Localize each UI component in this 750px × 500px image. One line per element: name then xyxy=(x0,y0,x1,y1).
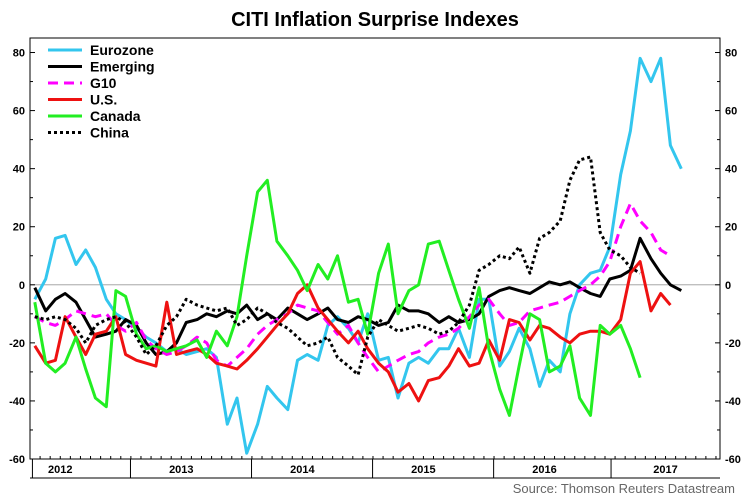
x-tick-label: 2013 xyxy=(169,464,193,476)
series-line-china xyxy=(34,155,641,377)
series-line-u-s- xyxy=(33,260,672,403)
y-tick-label-right: -40 xyxy=(725,396,741,408)
series-line-g10 xyxy=(34,202,672,374)
legend-label-china: China xyxy=(90,125,129,141)
y-tick-label-left: 60 xyxy=(13,106,25,118)
y-tick-label-left: -20 xyxy=(9,338,25,350)
source-note: Source: Thomson Reuters Datastream xyxy=(513,481,735,496)
y-tick-label-right: -20 xyxy=(725,338,741,350)
y-tick-label-right: 20 xyxy=(725,222,737,234)
legend-label-eurozone: Eurozone xyxy=(90,42,154,58)
legend-label-g10: G10 xyxy=(90,75,117,91)
legend-label-u-s-: U.S. xyxy=(90,92,117,108)
series-line-canada xyxy=(33,178,642,417)
series-group xyxy=(33,56,683,455)
x-tick-label: 2012 xyxy=(48,464,72,476)
y-tick-label-right: -60 xyxy=(725,454,741,466)
x-tick-label: 2014 xyxy=(290,464,315,476)
y-tick-label-right: 60 xyxy=(725,106,737,118)
y-tick-label-left: -40 xyxy=(9,396,25,408)
legend-label-emerging: Emerging xyxy=(90,59,155,75)
y-tick-label-left: 20 xyxy=(13,222,25,234)
x-tick-label: 2015 xyxy=(411,464,435,476)
series-line-emerging xyxy=(33,236,683,356)
legend-label-canada: Canada xyxy=(90,108,141,124)
axis-ticks: 80 80 60 60 40 40 20 20 0 0 -20 -20 -40 -40 -60 -60 2012… xyxy=(9,48,741,479)
y-tick-label-left: 80 xyxy=(13,48,25,60)
y-tick-label-right: 40 xyxy=(725,164,737,176)
plot-frame xyxy=(29,37,721,460)
y-tick-label-right: 0 xyxy=(725,280,731,292)
y-tick-label-left: 0 xyxy=(19,280,25,292)
x-tick-label: 2017 xyxy=(653,464,677,476)
y-tick-label-right: 80 xyxy=(725,48,737,60)
chart-title: CITI Inflation Surprise Indexes xyxy=(231,9,519,31)
y-tick-label-left: 40 xyxy=(13,164,25,176)
y-tick-label-left: -60 xyxy=(9,454,25,466)
x-tick-label: 2016 xyxy=(532,464,556,476)
